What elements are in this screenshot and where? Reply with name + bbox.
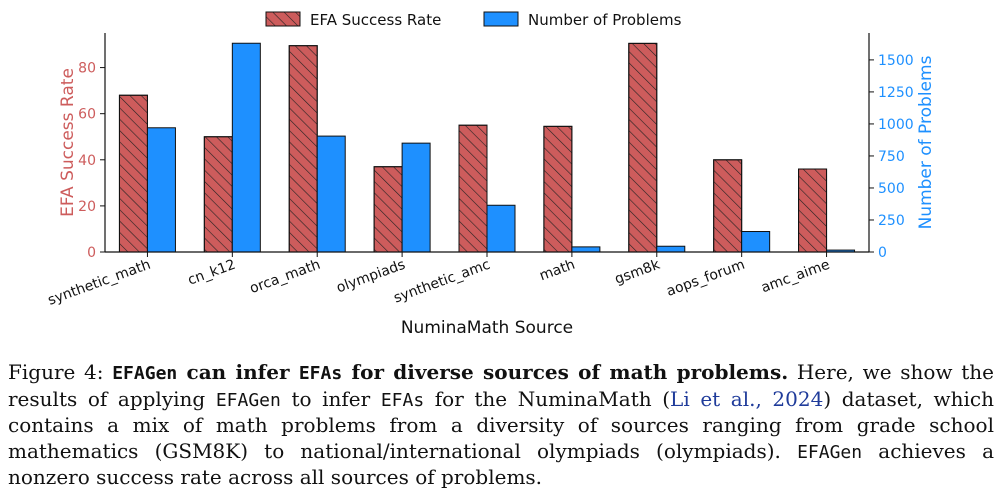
right-tick-label: 0 (878, 245, 887, 261)
x-tick-label: synthetic_amc (392, 257, 493, 307)
problem-count-bar (741, 231, 771, 253)
problem-count-bar (656, 245, 686, 253)
left-tick-label: 80 (78, 61, 96, 77)
legend-swatch-hatch (265, 11, 301, 27)
legend-label-problems: Number of Problems (528, 11, 682, 29)
left-axis-label: EFA Success Rate (58, 68, 78, 217)
left-tick-label: 60 (78, 107, 96, 123)
caption-text-2: to infer (280, 386, 381, 411)
problem-count-bar (486, 204, 516, 253)
caption-mono-3: EFAGen (797, 441, 863, 463)
problem-count-bar (231, 42, 261, 253)
caption-text-5: achieves a nonzero success rate across a… (8, 438, 994, 490)
left-tick-label: 0 (87, 245, 96, 261)
right-tick-label: 750 (878, 149, 905, 165)
problem-count-bar (146, 127, 176, 253)
success-rate-bar-hatch (203, 136, 233, 253)
caption-text-4: ) dataset, which contains a mix of math … (8, 386, 995, 463)
success-rate-bar-hatch (118, 94, 148, 253)
problem-count-bar (571, 246, 601, 253)
right-tick-label: 500 (878, 181, 905, 197)
success-rate-bar-hatch (798, 168, 828, 253)
success-rate-bar-hatch (713, 159, 743, 253)
caption-bold-mono-c: EFAs (298, 363, 343, 384)
legend-label-success-rate: EFA Success Rate (310, 11, 441, 29)
citation-link[interactable]: Li et al., 2024 (670, 386, 824, 411)
legend-swatch-problems (483, 11, 519, 27)
caption-mono-2: EFAs (380, 389, 425, 411)
x-axis-label: NuminaMath Source (401, 318, 573, 338)
x-tick-label: gsm8k (613, 256, 663, 287)
success-rate-bar-hatch (628, 42, 658, 253)
success-rate-bar-hatch (288, 45, 318, 253)
caption-mono-1: EFAGen (215, 389, 281, 411)
figure-caption: Figure 4: EFAGen can infer EFAs for dive… (8, 360, 994, 491)
caption-label: Figure 4: (8, 360, 104, 384)
right-tick-label: 250 (878, 213, 905, 229)
x-tick-label: synthetic_math (46, 257, 153, 309)
right-axis-label: Number of Problems (916, 55, 936, 229)
dual-axis-bar-chart: EFA Success Rate Number of Problems 0 20 40… (46, 11, 936, 338)
x-tick-label: aops_forum (664, 257, 747, 300)
caption-bold-text-d: for diverse sources of math problems. (342, 360, 789, 384)
x-tick-label: amc_aime (759, 257, 832, 297)
caption-bold-text-b: can infer (177, 360, 299, 384)
caption-text-3: for the NuminaMath ( (424, 386, 671, 411)
caption-text-1: Here, we show the results of applying (8, 360, 994, 411)
success-rate-bar-hatch (458, 124, 488, 253)
caption-bold-title: EFAGen can infer EFAs for diverse source… (112, 360, 788, 384)
success-rate-bars (118, 42, 828, 253)
x-tick-labels: synthetic_math cn_k12 orca_math olympiadssy… (46, 252, 832, 309)
left-tick-label: 20 (78, 199, 96, 215)
left-tick-label: 40 (78, 153, 96, 169)
right-tick-label: 1500 (878, 53, 914, 69)
x-tick-label: orca_math (248, 257, 323, 297)
problem-count-bar (401, 142, 431, 253)
success-rate-bar-hatch (543, 125, 573, 253)
right-tick-label: 1000 (878, 117, 914, 133)
caption-bold-mono-a: EFAGen (112, 363, 178, 384)
x-tick-label: math (537, 257, 577, 285)
problem-count-bars (146, 42, 856, 253)
legend: EFA Success Rate Number of Problems (265, 11, 682, 29)
problem-count-bar (316, 135, 346, 253)
right-tick-label: 1250 (878, 85, 914, 101)
x-tick-label: cn_k12 (186, 257, 238, 289)
success-rate-bar-hatch (373, 166, 403, 253)
